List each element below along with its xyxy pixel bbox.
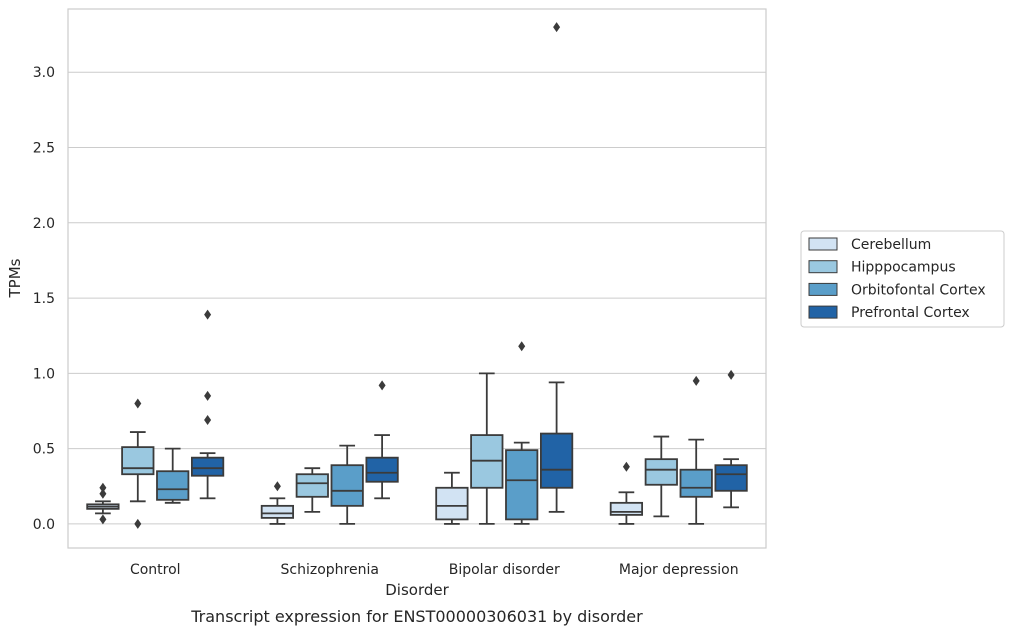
box-plot bbox=[644, 435, 678, 518]
plot-frame bbox=[67, 8, 767, 549]
legend-swatch bbox=[808, 282, 838, 296]
x-tick-label: Control bbox=[130, 562, 181, 578]
outlier-point bbox=[134, 398, 142, 409]
y-tick-label: 1.0 bbox=[33, 366, 55, 382]
legend-frame bbox=[800, 230, 1005, 328]
box-plot bbox=[609, 461, 644, 525]
outlier-point bbox=[204, 415, 212, 426]
x-tick-labels: Control Schizophrenia Bipolar disorder Majo… bbox=[130, 562, 739, 578]
y-tick-label: 2.5 bbox=[33, 141, 55, 157]
boxes bbox=[86, 22, 748, 529]
outlier-point bbox=[134, 518, 142, 529]
legend-label: Prefrontal Cortex bbox=[851, 305, 970, 321]
figure-caption: Transcript expression for ENST0000030603… bbox=[190, 607, 643, 626]
box-iqr bbox=[260, 504, 295, 519]
y-tick-label: 1.5 bbox=[33, 291, 55, 307]
box-plot bbox=[365, 380, 399, 500]
box-iqr bbox=[435, 486, 469, 521]
y-tick-label: 2.0 bbox=[33, 216, 55, 232]
outlier-point bbox=[518, 341, 526, 352]
legend-label: Orbitofontal Cortex bbox=[851, 282, 986, 298]
outlier-point bbox=[273, 481, 281, 492]
y-tick-label: 3.0 bbox=[33, 65, 55, 81]
box-plot bbox=[679, 375, 713, 525]
box-iqr bbox=[609, 501, 644, 516]
box-plot bbox=[260, 481, 295, 525]
outlier-point bbox=[99, 488, 107, 499]
outlier-point bbox=[99, 482, 107, 493]
box-iqr bbox=[330, 464, 364, 507]
legend-swatch bbox=[808, 237, 838, 251]
y-tick-label: 0.5 bbox=[33, 442, 55, 458]
outlier-point bbox=[622, 461, 630, 472]
box-iqr bbox=[365, 456, 399, 483]
outlier-point bbox=[553, 22, 561, 33]
box-iqr bbox=[121, 446, 155, 476]
box-iqr bbox=[505, 449, 539, 521]
x-axis-label: Disorder bbox=[385, 581, 449, 599]
x-tick-label: Schizophrenia bbox=[281, 562, 379, 578]
legend-swatch bbox=[808, 260, 838, 274]
x-tick-label: Major depression bbox=[619, 562, 739, 578]
box-iqr bbox=[156, 470, 190, 501]
box-iqr bbox=[295, 473, 329, 498]
y-tick-label: 0.0 bbox=[33, 517, 55, 533]
box-iqr bbox=[679, 468, 713, 498]
box-plot bbox=[86, 482, 120, 525]
box-plot bbox=[295, 467, 329, 513]
legend-label: Hipppocampus bbox=[851, 260, 956, 276]
outlier-point bbox=[99, 514, 107, 525]
plot-background bbox=[68, 9, 766, 548]
box-plot bbox=[121, 398, 155, 529]
box-iqr bbox=[714, 464, 748, 492]
outlier-point bbox=[204, 390, 212, 401]
outlier-point bbox=[204, 309, 212, 320]
outlier-point bbox=[378, 380, 386, 391]
box-iqr bbox=[190, 456, 225, 477]
box-plot bbox=[435, 471, 469, 525]
box-plot bbox=[156, 447, 190, 504]
box-plot bbox=[190, 309, 225, 500]
y-tick-labels: 0.0 0.5 1.0 1.5 2.0 2.5 3.0 bbox=[33, 65, 55, 533]
outlier-point bbox=[727, 369, 735, 380]
box-iqr bbox=[539, 432, 574, 489]
box-plot bbox=[505, 341, 539, 525]
legend: Cerebellum Hipppocampus Orbitofontal Corte… bbox=[800, 230, 1005, 328]
box-plot bbox=[539, 22, 574, 513]
x-tick-label: Bipolar disorder bbox=[449, 562, 560, 578]
legend-swatch bbox=[808, 305, 838, 319]
box-plot bbox=[330, 444, 364, 525]
grid bbox=[68, 71, 766, 525]
box-plot bbox=[714, 369, 748, 509]
legend-label: Cerebellum bbox=[851, 237, 931, 253]
outlier-point bbox=[692, 375, 700, 386]
box-plot bbox=[470, 372, 504, 525]
y-axis-label: TPMs bbox=[6, 258, 24, 298]
box-iqr bbox=[644, 458, 678, 486]
